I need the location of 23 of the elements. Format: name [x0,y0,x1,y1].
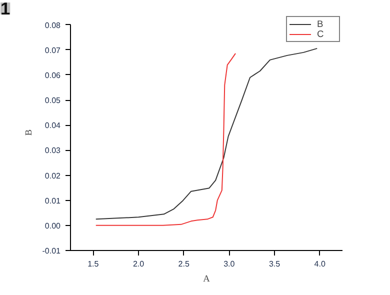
x-tick-label: 2.5 [178,260,190,268]
x-axis-title: A [203,274,210,284]
y-tick-label: 0.00 [44,221,62,230]
y-tick-label: 0.08 [44,20,62,30]
text: 1 [0,0,10,18]
legend-label: B [317,19,324,29]
y-tick-label: 0.01 [44,196,62,206]
x-tick-label: 3.5 [268,260,281,268]
y-tick-label: 0.03 [44,146,62,156]
legend-label: C [317,29,325,39]
line-series [95,48,318,220]
y-tick-label: -0.01 [42,246,62,256]
y-tick-label: 0.04 [44,121,62,130]
y-tick-label: 0.06 [44,70,62,80]
y-tick-label: 0.02 [44,171,62,180]
x-tick-label: 4.0 [314,260,326,268]
y-tick-label: 0.05 [44,96,62,106]
y-tick-label: 0.07 [44,46,62,55]
x-tick-label: 3.0 [224,260,236,268]
line-series [95,52,236,226]
x-tick-label: 2.0 [132,260,145,268]
y-axis-title: B [24,129,34,136]
x-tick-label: 1.5 [88,260,100,268]
